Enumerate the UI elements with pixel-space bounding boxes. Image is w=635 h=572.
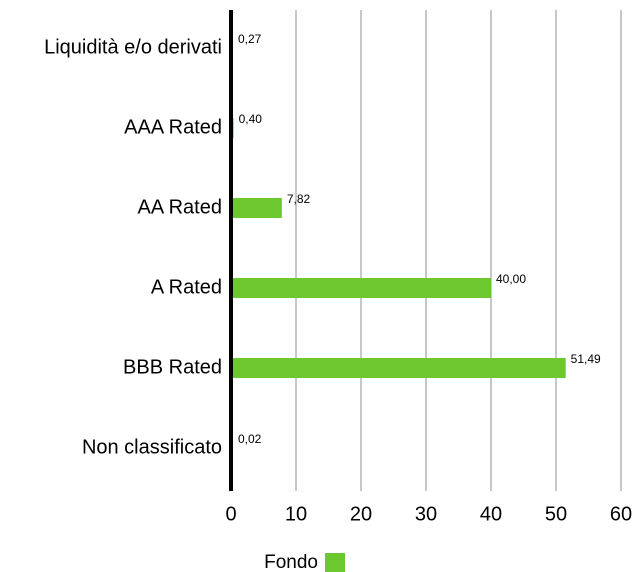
x-tick-labels: 0 10 20 30 40 50 60: [225, 503, 632, 525]
data-label: 0,02: [238, 432, 262, 446]
legend: Fondo: [264, 552, 345, 572]
x-tick-label: 40: [480, 503, 502, 525]
x-tick-label: 10: [285, 503, 307, 525]
x-tick-label: 0: [225, 503, 236, 525]
data-label: 0,40: [239, 112, 263, 126]
category-label: BBB Rated: [123, 356, 222, 378]
data-label: 7,82: [287, 192, 311, 206]
category-label: AA Rated: [137, 196, 222, 218]
bar: [231, 278, 491, 298]
bar: [231, 358, 566, 378]
x-tick-label: 60: [610, 503, 632, 525]
data-label: 51,49: [571, 352, 601, 366]
category-label: A Rated: [151, 276, 222, 298]
bar: [231, 198, 282, 218]
data-label: 0,27: [238, 32, 262, 46]
category-label: Non classificato: [82, 436, 222, 458]
category-label: Liquidità e/o derivati: [44, 36, 222, 58]
x-tick-label: 20: [350, 503, 372, 525]
data-label: 40,00: [496, 272, 526, 286]
x-tick-label: 50: [545, 503, 567, 525]
category-labels: Liquidità e/o derivati AAA Rated AA Rated A…: [44, 36, 222, 458]
category-label: AAA Rated: [124, 116, 222, 138]
legend-label: Fondo: [264, 552, 318, 572]
x-tick-label: 30: [415, 503, 437, 525]
data-labels: 0,27 0,40 7,82 40,00 51,49 0,02: [238, 32, 601, 446]
legend-swatch: [325, 553, 345, 572]
bars: [231, 38, 566, 458]
grid-lines: [295, 10, 622, 491]
